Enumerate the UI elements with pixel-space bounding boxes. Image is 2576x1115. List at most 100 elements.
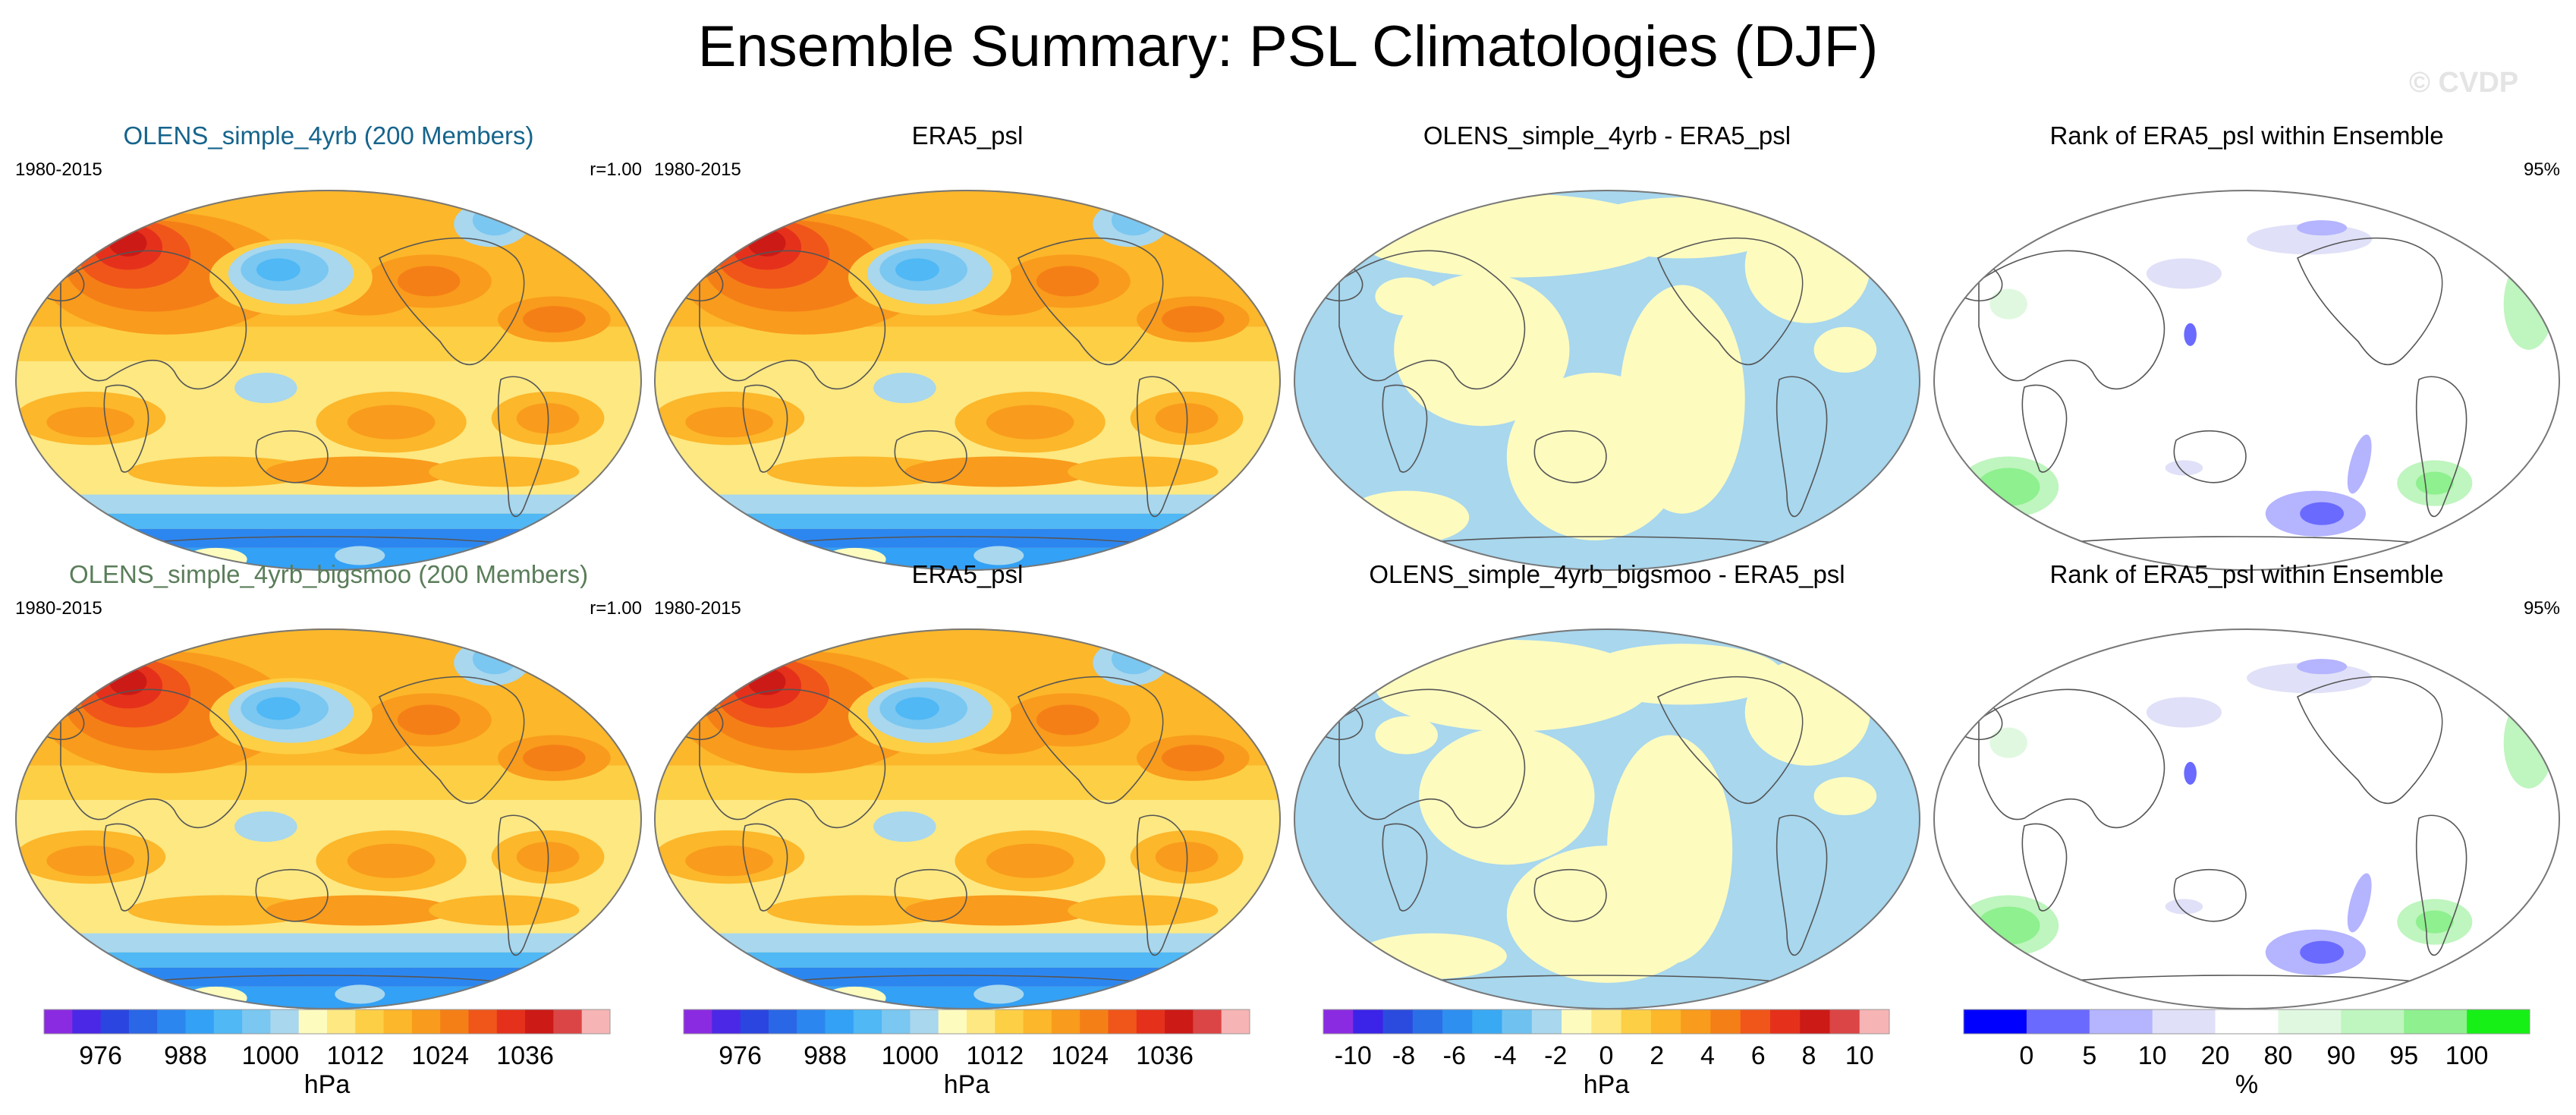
colorbar-tick-label: -4 [1493,1041,1516,1070]
map-panel-diff [1294,190,1920,571]
coast-australia [2173,868,2247,922]
so-band-4 [654,986,1281,1009]
colorbar-swatch [882,1009,911,1034]
map-field [1933,628,2560,1009]
colorbar-tick-label: 1024 [1051,1041,1109,1070]
colorbar-unit-label: hPa [1584,1070,1630,1099]
colorbar-swatch [2278,1009,2342,1034]
colorbar-swatch [1829,1009,1860,1034]
coast-australia [1533,430,1607,483]
colorbar-swatch [1591,1009,1622,1034]
colorbar-swatch [825,1009,854,1034]
colorbar-swatch [938,1009,967,1034]
azores-high-core [523,306,586,333]
map-panel-rank [1933,190,2560,571]
panel-title-6: ERA5_psl [911,560,1024,588]
aleutian-low-core [895,697,939,720]
colorbar-swatch [740,1009,769,1034]
antarctic-patch-2 [335,984,385,1004]
rank-high-atlantic-core [2416,910,2454,934]
rank-low-asia [2184,761,2197,785]
panel-title-2: ERA5_psl [911,121,1024,150]
coast-north-america [378,676,525,805]
map-panel-psl [15,190,642,571]
azores-high-core [1162,745,1225,772]
map-outline [1933,628,2560,1009]
colorbar-tick-label: 80 [2264,1041,2293,1070]
coast-asia [60,250,247,390]
panel-period-label: 1980-2015 [15,598,102,619]
colorbar-swatch [468,1009,498,1034]
colorbar-swatch [1023,1009,1052,1034]
coast-south-america [2415,376,2467,518]
colorbar-tick-label: 976 [79,1041,122,1070]
colorbar-tick-label: 0 [2019,1041,2033,1070]
coast-asia [1338,250,1526,390]
rank-summary-label: 95% [2523,159,2560,180]
colorbar-swatch [496,1009,526,1034]
colorbar-swatch [355,1009,385,1034]
diff-positive-region-3 [1394,273,1570,427]
pattern-correlation-label: r=1.00 [590,598,642,619]
colorbar-swatch [1740,1009,1771,1034]
colorbar-tick-label: 10 [2138,1041,2167,1070]
colorbar-swatch [157,1009,186,1034]
colorbar-swatch [213,1009,243,1034]
so-band-3 [654,528,1281,548]
colorbar-swatch [1108,1009,1137,1034]
sh-high-band-b [266,895,454,926]
rank-high-atlantic-core [2416,471,2454,495]
azores-high-core [1162,306,1225,333]
maritime-low [873,372,936,404]
so-band-4 [15,986,642,1009]
colorbar-swatch [853,1009,882,1034]
sh-high-indian-core [46,407,134,438]
rank-high-northeast [2503,258,2554,350]
diff-positive-region-1 [1581,197,1783,259]
colorbar-swatch [1800,1009,1830,1034]
colorbar-tick-label: 5 [2082,1041,2096,1070]
panel-period-label: 1980-2015 [654,159,741,180]
colorbar-tick-label: 4 [1700,1041,1715,1070]
map-field [1933,190,2560,571]
so-band-3 [654,967,1281,987]
colorbar-swatch [100,1009,130,1034]
colorbar-tick-label: 988 [164,1041,207,1070]
colorbar-swatch [2215,1009,2279,1034]
coast-south-america [1776,814,1828,956]
map-field [654,628,1281,1009]
diff-positive-region-7 [1813,326,1877,373]
sh-high-band-c [1068,895,1219,926]
so-band-2 [15,952,642,968]
so-band-2 [654,513,1281,529]
colorbar-swatch [298,1009,328,1034]
map-panel-psl [654,190,1281,571]
colorbar-swatch [581,1009,611,1034]
map-field [15,628,642,1009]
colorbar-swatch [1442,1009,1473,1034]
antarctic-patch-2 [973,984,1024,1004]
diff-positive-region-6 [1356,933,1507,979]
colorbar-unit-label: hPa [304,1070,351,1099]
sh-high-band-a [766,456,955,487]
colorbar-swatch [1502,1009,1533,1034]
page-title: Ensemble Summary: PSL Climatologies (DJF… [697,14,1879,79]
coast-asia [1978,250,2166,390]
colorbar-swatch [2026,1009,2090,1034]
colorbar-tick-label: 1012 [966,1041,1024,1070]
colorbar-swatch [1136,1009,1165,1034]
colorbar-tick-label: 100 [2445,1041,2489,1070]
na-high-core [1036,266,1099,297]
colorbar-swatch [1412,1009,1443,1034]
colorbar-swatch [242,1009,271,1034]
antarctic-patch-2 [335,546,385,565]
colorbar-swatch [44,1009,73,1034]
sh-high-indian-core [46,846,134,877]
so-band-2 [654,952,1281,968]
colorbar-tick-label: -10 [1335,1041,1372,1070]
coast-africa [103,823,149,912]
coast-north-america [2296,676,2443,805]
coast-australia [255,868,329,922]
panel-period-label: 1980-2015 [15,159,102,180]
sh-high-pacific-core [986,405,1074,439]
